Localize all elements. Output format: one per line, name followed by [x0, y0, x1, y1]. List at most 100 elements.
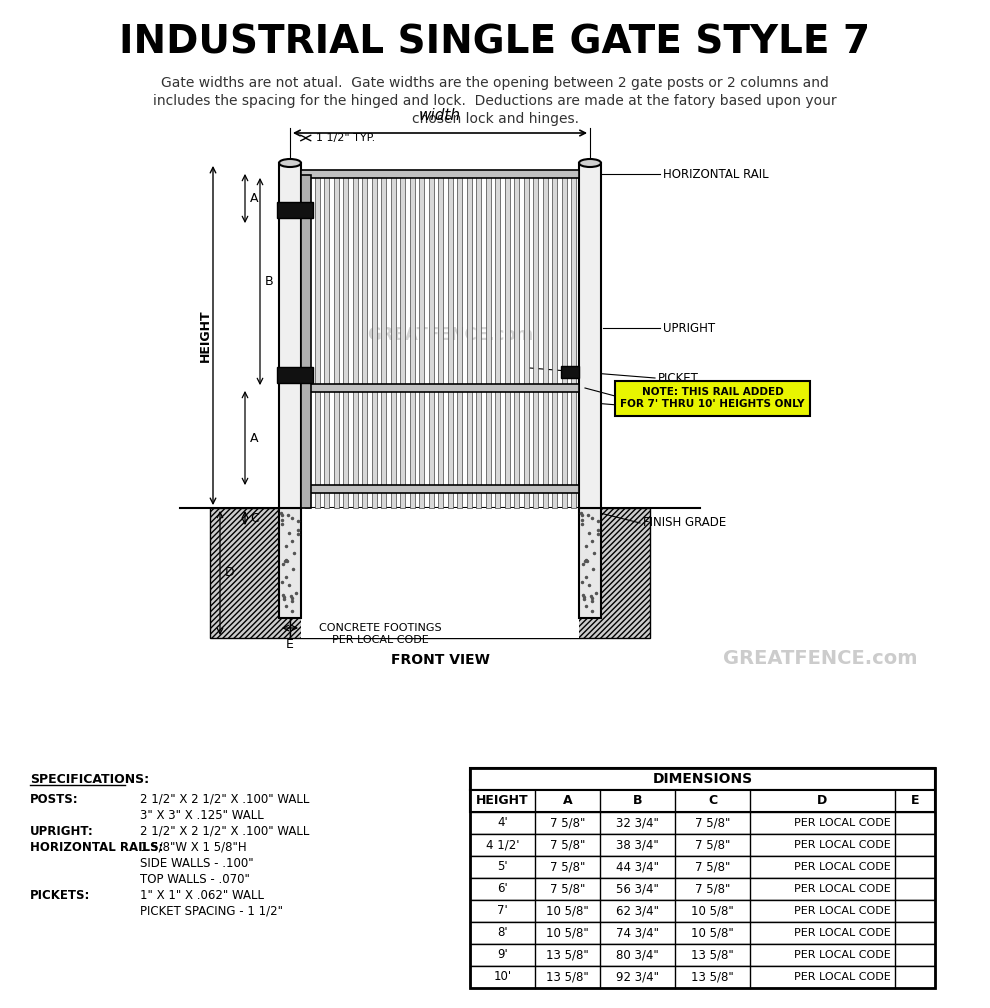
Bar: [505, 175, 510, 508]
Bar: [579, 163, 601, 508]
Text: D: D: [225, 566, 235, 580]
Bar: [301, 485, 579, 493]
Bar: [514, 175, 519, 508]
Text: GREATFENCE.com: GREATFENCE.com: [367, 327, 534, 345]
Text: 7 5/8": 7 5/8": [695, 816, 731, 830]
Text: 44 3/4": 44 3/4": [616, 861, 659, 874]
Text: D: D: [818, 794, 828, 807]
Bar: [470, 922, 935, 944]
Bar: [210, 508, 290, 638]
Text: SPECIFICATIONS:: SPECIFICATIONS:: [30, 773, 149, 786]
Text: 38 3/4": 38 3/4": [616, 839, 659, 852]
Text: FRONT VIEW: FRONT VIEW: [391, 653, 489, 667]
Text: E: E: [911, 794, 920, 807]
Bar: [438, 175, 443, 508]
Bar: [290, 508, 570, 638]
Text: 10': 10': [493, 971, 512, 984]
Bar: [371, 175, 376, 508]
Text: C: C: [250, 511, 258, 524]
Text: INDUSTRIAL SINGLE GATE STYLE 7: INDUSTRIAL SINGLE GATE STYLE 7: [120, 24, 870, 62]
Bar: [470, 768, 935, 790]
Bar: [305, 175, 310, 508]
Bar: [457, 175, 462, 508]
Text: SIDE WALLS - .100": SIDE WALLS - .100": [140, 857, 253, 870]
Text: HEIGHT: HEIGHT: [476, 794, 529, 807]
Bar: [429, 175, 434, 508]
Text: 7 5/8": 7 5/8": [695, 882, 731, 895]
Text: 4 1/2': 4 1/2': [486, 839, 519, 852]
Text: HORIZONTAL RAILS:: HORIZONTAL RAILS:: [30, 841, 163, 854]
Text: NOTE: THIS RAIL ADDED
FOR 7' THRU 10' HEIGHTS ONLY: NOTE: THIS RAIL ADDED FOR 7' THRU 10' HE…: [621, 387, 805, 409]
Text: 13 5/8": 13 5/8": [546, 971, 589, 984]
Text: 13 5/8": 13 5/8": [546, 949, 589, 962]
Text: FINISH GRADE: FINISH GRADE: [643, 516, 727, 529]
Text: 10 5/8": 10 5/8": [691, 926, 734, 939]
Bar: [324, 175, 329, 508]
FancyBboxPatch shape: [615, 380, 810, 415]
Bar: [470, 834, 935, 856]
Text: PICKET: PICKET: [658, 372, 699, 384]
Bar: [352, 175, 357, 508]
Bar: [552, 175, 557, 508]
Text: 7 5/8": 7 5/8": [695, 861, 731, 874]
Text: A: A: [250, 431, 258, 445]
Bar: [470, 856, 935, 878]
Text: 56 3/4": 56 3/4": [616, 882, 659, 895]
Bar: [485, 175, 490, 508]
Ellipse shape: [579, 159, 601, 167]
Text: includes the spacing for the hinged and lock.  Deductions are made at the fatory: includes the spacing for the hinged and …: [153, 94, 837, 108]
Bar: [533, 175, 538, 508]
Text: 13 5/8": 13 5/8": [691, 971, 734, 984]
Bar: [570, 508, 650, 638]
Text: UPRIGHT:: UPRIGHT:: [30, 825, 94, 838]
Text: 7 5/8": 7 5/8": [549, 816, 585, 830]
Text: POST: POST: [658, 401, 689, 414]
Text: 7': 7': [497, 904, 508, 917]
Bar: [277, 367, 313, 383]
Bar: [470, 900, 935, 922]
Bar: [524, 175, 529, 508]
Text: 9': 9': [497, 949, 508, 962]
Text: width: width: [419, 108, 461, 123]
Text: 32 3/4": 32 3/4": [616, 816, 659, 830]
Text: HEIGHT: HEIGHT: [199, 309, 212, 362]
Bar: [470, 812, 935, 834]
Text: POSTS:: POSTS:: [30, 793, 78, 806]
Bar: [334, 175, 339, 508]
Bar: [561, 366, 579, 378]
Ellipse shape: [279, 159, 301, 167]
Text: 80 3/4": 80 3/4": [616, 949, 659, 962]
Bar: [543, 175, 547, 508]
Text: 4': 4': [497, 816, 508, 830]
Bar: [470, 966, 935, 988]
Bar: [579, 508, 601, 618]
Text: 5': 5': [497, 861, 508, 874]
Text: E: E: [286, 638, 294, 651]
Text: PICKETS:: PICKETS:: [30, 889, 90, 902]
Bar: [470, 878, 935, 900]
Text: B: B: [633, 794, 643, 807]
Text: Gate widths are not atual.  Gate widths are the opening between 2 gate posts or : Gate widths are not atual. Gate widths a…: [161, 76, 829, 90]
Text: PER LOCAL CODE: PER LOCAL CODE: [794, 862, 891, 872]
Bar: [561, 175, 566, 508]
Text: 1 1/2" TYP.: 1 1/2" TYP.: [316, 133, 375, 143]
Text: PER LOCAL CODE: PER LOCAL CODE: [794, 884, 891, 894]
Bar: [571, 175, 576, 508]
Bar: [470, 768, 935, 988]
Text: 2 1/2" X 2 1/2" X .100" WALL: 2 1/2" X 2 1/2" X .100" WALL: [140, 825, 309, 838]
Text: PER LOCAL CODE: PER LOCAL CODE: [794, 840, 891, 850]
Text: 3" X 3" X .125" WALL: 3" X 3" X .125" WALL: [140, 809, 263, 822]
Bar: [410, 175, 415, 508]
Bar: [362, 175, 367, 508]
Text: 1 5/8"W X 1 5/8"H: 1 5/8"W X 1 5/8"H: [140, 841, 247, 854]
Text: 6': 6': [497, 882, 508, 895]
Text: 2 1/2" X 2 1/2" X .100" WALL: 2 1/2" X 2 1/2" X .100" WALL: [140, 793, 309, 806]
Bar: [315, 175, 320, 508]
Text: PER LOCAL CODE: PER LOCAL CODE: [794, 972, 891, 982]
Text: 7 5/8": 7 5/8": [549, 839, 585, 852]
Bar: [470, 944, 935, 966]
Bar: [301, 508, 579, 638]
Text: chosen lock and hinges.: chosen lock and hinges.: [412, 112, 578, 126]
Text: 8': 8': [497, 926, 508, 939]
Bar: [466, 175, 471, 508]
